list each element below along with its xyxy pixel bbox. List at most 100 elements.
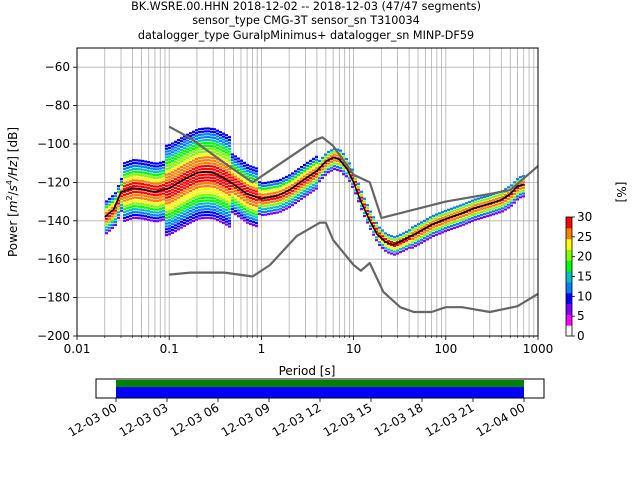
histogram-cell [165,173,168,176]
histogram-cell [252,183,255,186]
histogram-cell [174,224,177,227]
histogram-cell [243,179,246,182]
histogram-cell [147,192,150,195]
histogram-cell [387,248,390,251]
histogram-cell [213,151,216,154]
new-high-noise-model-line [168,125,538,219]
histogram-cell [198,202,201,206]
histogram-cell [186,142,189,145]
histogram-cell [156,174,159,177]
histogram-cell [186,153,189,157]
histogram-cell [171,202,174,206]
histogram-cell [213,136,216,140]
histogram-cell [150,193,153,196]
histogram-cell [321,156,324,159]
histogram-cell [282,183,285,186]
histogram-cell [150,216,153,219]
histogram-cell [156,202,159,206]
histogram-cell [180,142,183,146]
histogram-cell [312,186,315,189]
histogram-cell [195,206,198,210]
histogram-cell [228,199,231,202]
histogram-cell [222,187,225,190]
histogram-cell [141,177,144,180]
histogram-cell [480,199,483,202]
histogram-cell [201,153,204,156]
histogram-cell [180,189,183,192]
histogram-cell [228,179,231,182]
histogram-cell [465,219,468,222]
histogram-cell [219,136,222,140]
histogram-cell [258,198,261,201]
histogram-cell [156,211,159,214]
histogram-cell [162,204,165,207]
histogram-cell [273,188,276,192]
histogram-cell [261,199,264,202]
histogram-cell [168,210,171,213]
histogram-cell [123,196,126,199]
histogram-cell [501,195,504,199]
histogram-cell [444,224,447,227]
histogram-cell [423,231,426,234]
histogram-cell [210,176,213,179]
histogram-cell [177,187,180,191]
histogram-cell [210,199,213,202]
colorbar-segment [566,238,572,250]
histogram-cell [117,187,120,191]
histogram-cell [330,169,333,172]
histogram-cell [165,222,168,225]
histogram-cell [321,176,324,180]
histogram-cell [180,200,183,203]
histogram-cell [156,205,159,208]
histogram-cell [105,203,108,206]
histogram-cell [324,162,327,165]
histogram-cell [300,186,303,189]
colorbar-tick-label: 10 [577,289,592,303]
histogram-cell [225,142,228,146]
histogram-cell [186,214,189,217]
histogram-cell [489,196,492,200]
histogram-cell [276,197,279,200]
histogram-cell [189,181,192,184]
histogram-cell [195,134,198,138]
histogram-cell [147,210,150,213]
histogram-cell [165,208,168,211]
histogram-cell [153,185,156,188]
histogram-cell [405,230,408,234]
histogram-cell [198,182,201,186]
histogram-cell [498,193,501,197]
histogram-cell [147,215,150,219]
histogram-cell [435,216,438,219]
histogram-cell [192,147,195,151]
histogram-cell [216,204,219,207]
histogram-cell [123,164,126,168]
histogram-cell [171,220,174,223]
histogram-cell [222,138,225,141]
histogram-cell [108,220,111,224]
histogram-cell [219,188,222,191]
histogram-cell [126,175,129,178]
histogram-cell [369,213,372,216]
histogram-cell [273,186,276,189]
y-tick-label: −60 [45,60,70,74]
histogram-cell [120,180,123,184]
histogram-cell [321,171,324,174]
histogram-cell [234,172,237,175]
histogram-cell [399,236,402,239]
histogram-cell [105,209,108,212]
histogram-cell [363,203,366,206]
histogram-cell [228,176,231,179]
histogram-cell [231,153,234,156]
histogram-cell [264,181,267,185]
histogram-cell [276,202,279,206]
histogram-cell [237,203,240,206]
histogram-cell [489,199,492,202]
histogram-cell [207,199,210,202]
histogram-cell [339,169,342,172]
histogram-cell [228,210,231,214]
histogram-cell [168,192,171,196]
histogram-cell [192,196,195,200]
histogram-cell [498,202,501,205]
histogram-cell [129,217,132,220]
